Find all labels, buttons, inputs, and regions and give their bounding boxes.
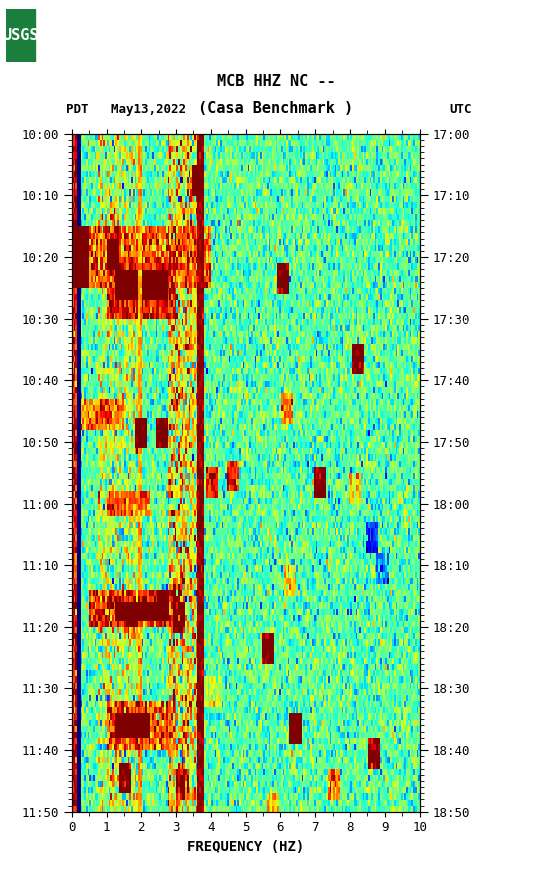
Text: MCB HHZ NC --: MCB HHZ NC -- (217, 74, 335, 89)
Text: (Casa Benchmark ): (Casa Benchmark ) (198, 101, 354, 116)
Text: UTC: UTC (450, 103, 472, 116)
Text: PDT   May13,2022: PDT May13,2022 (66, 103, 186, 116)
X-axis label: FREQUENCY (HZ): FREQUENCY (HZ) (187, 840, 304, 854)
Bar (6, 9, 35, 62)
Text: USGS: USGS (2, 29, 38, 43)
